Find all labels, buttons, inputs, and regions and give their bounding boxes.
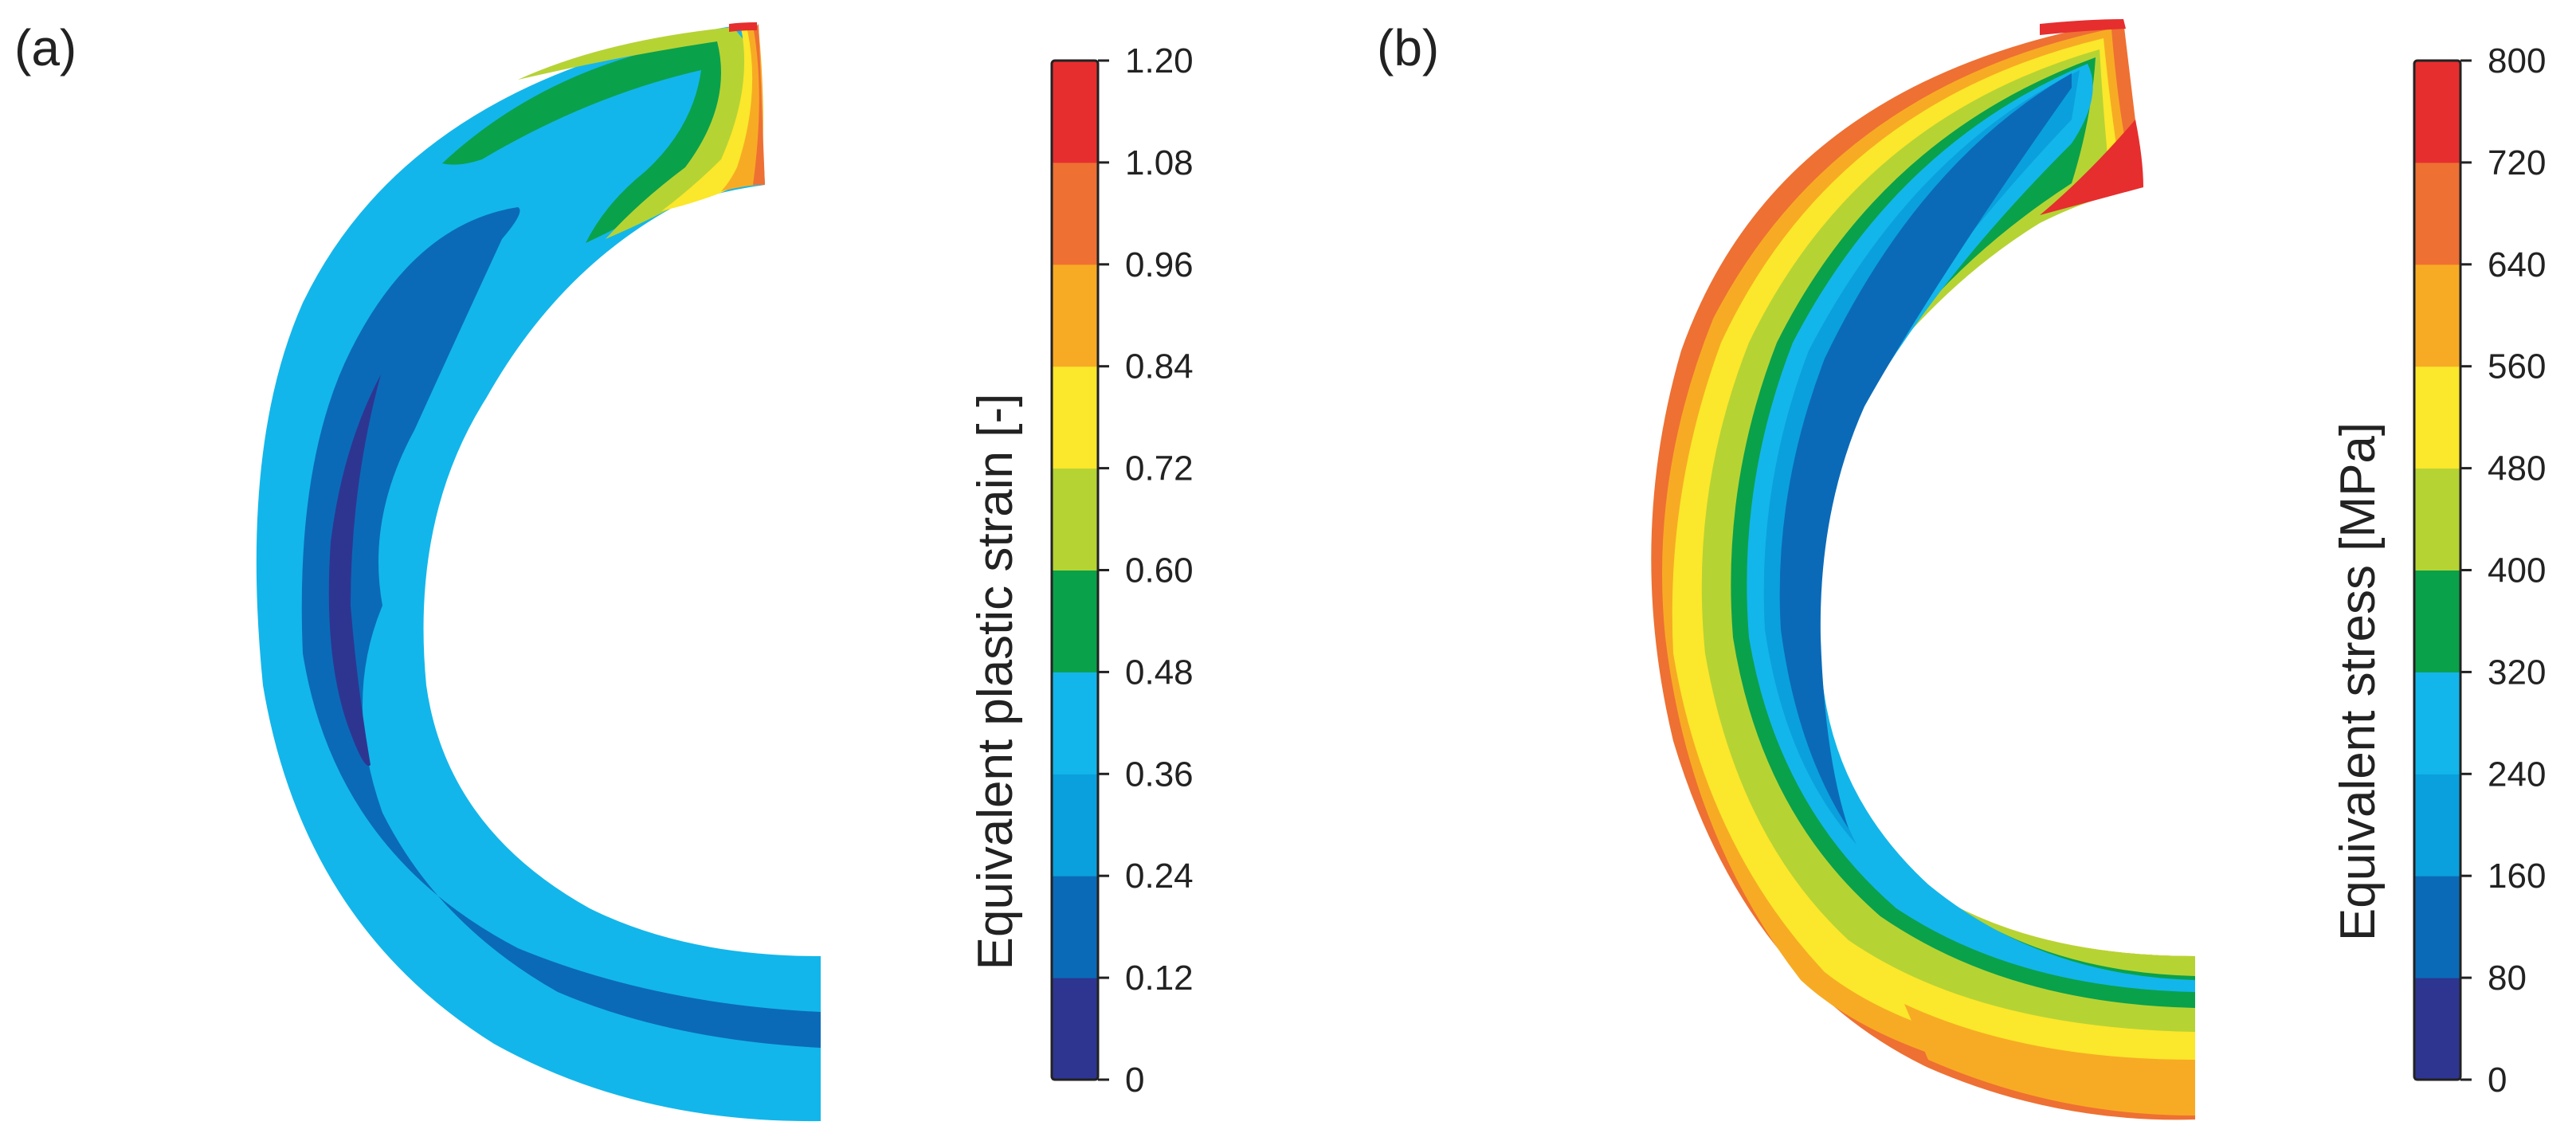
colorbar-b-tick-label: 720 (2488, 143, 2546, 182)
contour-band-a-yellow (661, 28, 760, 211)
colorbar-a-tick-label: 0.96 (1125, 245, 1194, 284)
contour-band-a-dkorange (753, 24, 765, 185)
colorbar-b-swatch (2414, 978, 2460, 1080)
colorbar-b-tick-label: 80 (2488, 959, 2527, 998)
colorbar-a-tick-label: 0.60 (1125, 551, 1194, 590)
contour-band-b-red (2040, 19, 2143, 215)
colorbar-a-swatch (1052, 876, 1098, 978)
colorbar-a-title: Equivalent plastic strain [-] (968, 394, 1023, 971)
colorbar-b: 0 80 160 240 320 400 480 560 640 720 800 Equivalen… (2331, 41, 2546, 1100)
colorbar-b-tick-label: 640 (2488, 245, 2546, 284)
colorbar-b-tick-label: 320 (2488, 653, 2546, 692)
colorbar-a-swatch (1052, 672, 1098, 774)
colorbar-a-swatch (1052, 774, 1098, 876)
colorbar-a-tick-label: 1.20 (1125, 41, 1194, 80)
contour-band-a-red (729, 22, 757, 32)
panel-a-label: (a) (14, 19, 76, 76)
colorbar-b-tick-label: 400 (2488, 551, 2546, 590)
colorbar-a-tick-label: 0.36 (1125, 755, 1194, 794)
colorbar-a-tick-label: 0 (1125, 1061, 1144, 1100)
colorbar-b-tick-label: 480 (2488, 449, 2546, 488)
colorbar-b-tick-label: 800 (2488, 41, 2546, 80)
colorbar-b-swatch (2414, 264, 2460, 367)
colorbar-a-tick-label: 0.48 (1125, 653, 1194, 692)
colorbar-a-swatch (1052, 978, 1098, 1080)
contour-band-a-orange (721, 28, 763, 191)
panel-b-label: (b) (1377, 19, 1439, 76)
colorbar-a-swatch (1052, 162, 1098, 265)
colorbar-a-tick-label: 1.08 (1125, 143, 1194, 182)
contour-plot-b (1651, 19, 2195, 1120)
colorbar-a-tick-label: 0.24 (1125, 857, 1194, 896)
colorbar-b-swatch (2414, 570, 2460, 672)
colorbar-a-swatch (1052, 570, 1098, 672)
colorbar-b-swatch (2414, 162, 2460, 265)
colorbar-b-swatch (2414, 468, 2460, 571)
colorbar-a-swatch (1052, 61, 1098, 163)
colorbar-a-tick-label: 0.12 (1125, 959, 1194, 998)
colorbar-a-swatch (1052, 264, 1098, 367)
colorbar-a-tick-label: 0.72 (1125, 449, 1194, 488)
colorbar-b-swatch (2414, 876, 2460, 978)
colorbar-b-tick-label: 160 (2488, 857, 2546, 896)
colorbar-a: 0 0.12 0.24 0.36 0.48 0.60 0.72 0.84 0.96 1.08 1.2… (968, 41, 1194, 1100)
colorbar-a-tick-label: 0.84 (1125, 347, 1194, 386)
colorbar-b-tick-label: 0 (2488, 1061, 2507, 1100)
contour-band-b-bottom (1904, 1004, 2195, 1116)
colorbar-a-swatch (1052, 468, 1098, 571)
contour-band-a-min (328, 374, 381, 767)
colorbar-b-tick-label: 560 (2488, 347, 2546, 386)
contour-band-b-darkblue (1779, 73, 2072, 829)
colorbar-b-swatch (2414, 366, 2460, 469)
colorbar-b-title: Equivalent stress [MPa] (2331, 422, 2386, 941)
colorbar-b-tick-label: 240 (2488, 755, 2546, 794)
panel-a: (a) 0 0.12 0.24 0.36 0.48 0.60 0.72 0.84 0.96 (14, 19, 1194, 1122)
colorbar-b-swatch (2414, 774, 2460, 876)
colorbar-b-swatch (2414, 672, 2460, 774)
colorbar-a-swatch (1052, 366, 1098, 469)
colorbar-b-swatch (2414, 61, 2460, 163)
contour-plot-a (256, 22, 821, 1122)
